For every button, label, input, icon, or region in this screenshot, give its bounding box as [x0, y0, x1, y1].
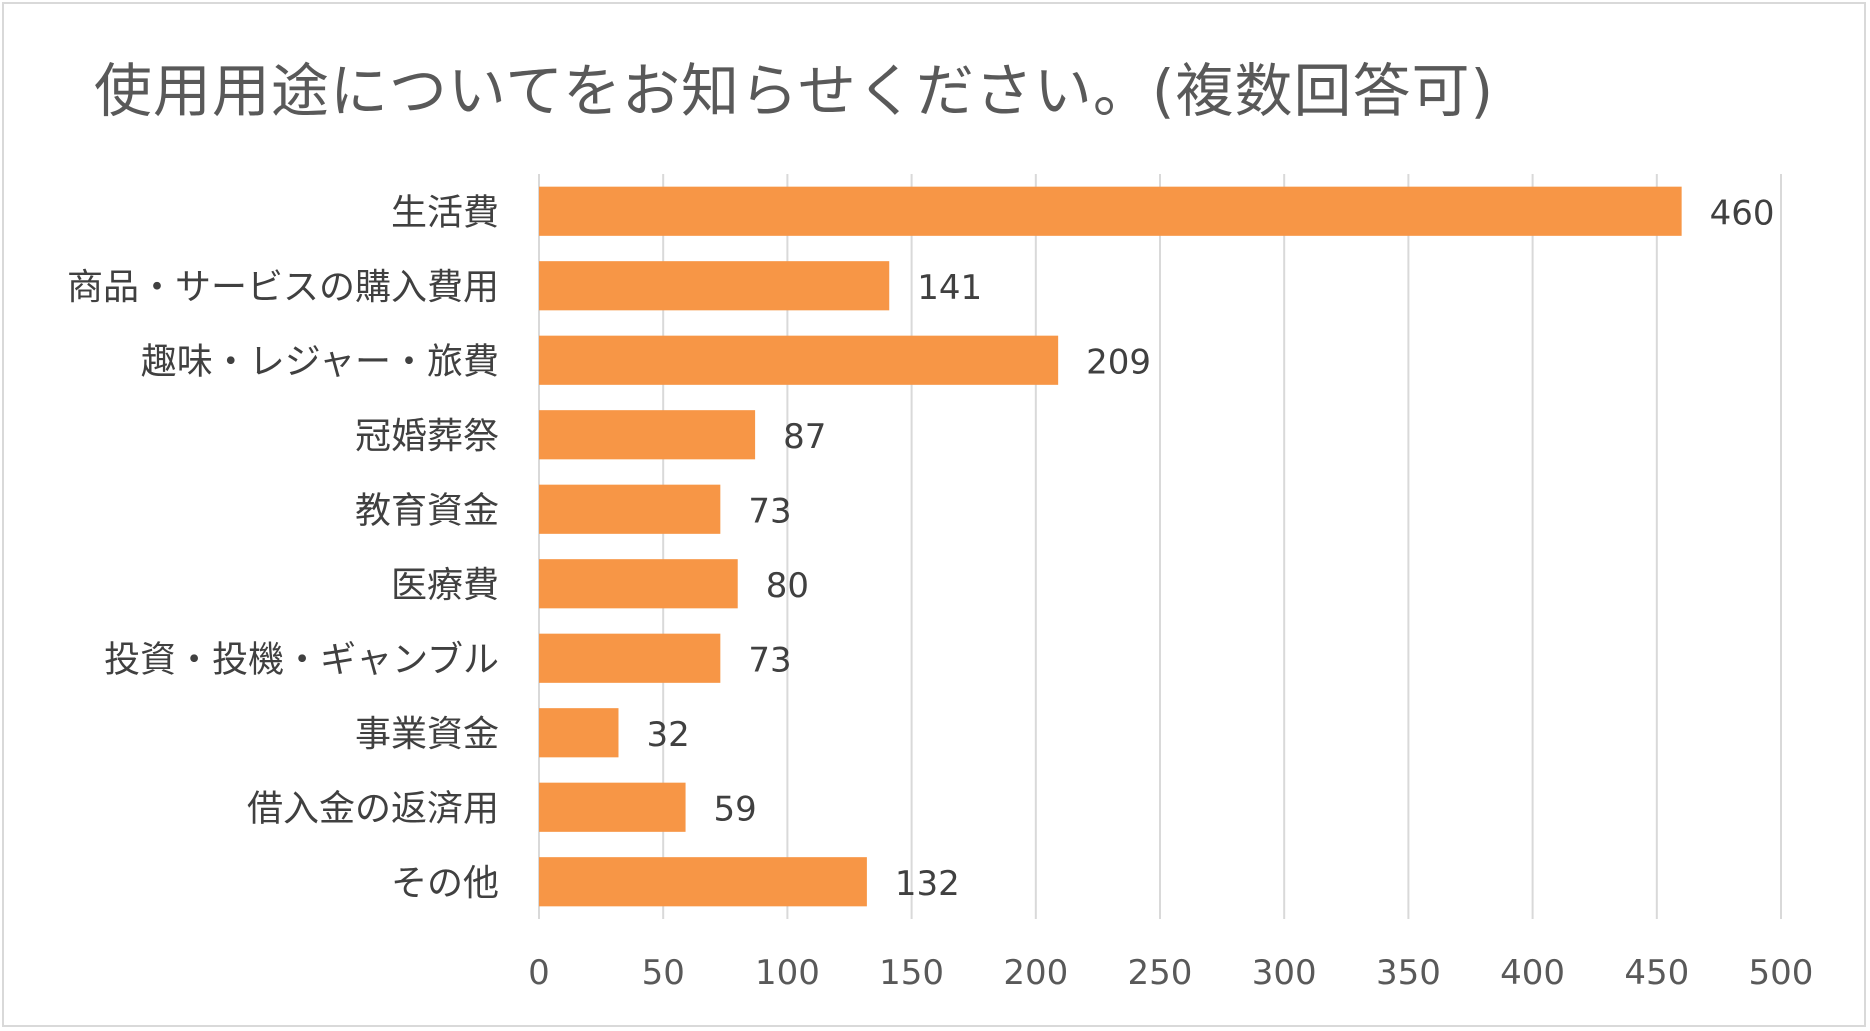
bar	[539, 633, 721, 683]
category-label: 生活費	[391, 192, 499, 233]
category-label: 趣味・レジャー・旅費	[141, 341, 499, 382]
data-label: 141	[917, 268, 982, 308]
bar	[539, 335, 1059, 385]
category-label: 借入金の返済用	[247, 788, 499, 829]
category-label: 教育資金	[355, 490, 499, 531]
bar	[539, 857, 867, 907]
x-tick-label: 250	[1128, 953, 1193, 993]
data-label: 87	[783, 417, 826, 457]
category-label: 商品・サービスの購入費用	[67, 267, 499, 308]
bar-chart: 0 50 100 150 200 250 300 350 400 450 500 生活費 460 商品・サ…	[67, 174, 1813, 993]
data-label: 460	[1710, 193, 1775, 233]
bar	[539, 410, 756, 460]
category-label: 事業資金	[355, 714, 499, 755]
x-tick-label: 450	[1624, 953, 1689, 993]
x-tick-label: 400	[1500, 953, 1565, 993]
data-label: 209	[1086, 342, 1151, 382]
bar	[539, 708, 619, 758]
data-label: 132	[895, 864, 960, 904]
labels: 0 50 100 150 200 250 300 350 400 450 500 生活費 460 商品・サ…	[67, 192, 1813, 993]
data-label: 59	[714, 789, 757, 829]
data-label: 73	[748, 640, 791, 680]
category-label: その他	[391, 863, 499, 904]
x-tick-label: 200	[1003, 953, 1068, 993]
x-tick-label: 500	[1749, 953, 1814, 993]
bar	[539, 186, 1682, 236]
x-tick-label: 100	[755, 953, 820, 993]
data-label: 80	[766, 566, 809, 606]
x-tick-label: 50	[642, 953, 685, 993]
bars	[539, 186, 1682, 907]
bar	[539, 484, 721, 534]
category-label: 投資・投機・ギャンブル	[104, 639, 499, 680]
data-label: 32	[646, 715, 689, 755]
x-tick-label: 0	[528, 953, 550, 993]
bar	[539, 261, 890, 311]
x-tick-label: 350	[1376, 953, 1441, 993]
category-label: 冠婚葬祭	[355, 416, 499, 457]
x-tick-label: 300	[1252, 953, 1317, 993]
category-label: 医療費	[391, 565, 499, 606]
bar	[539, 782, 686, 832]
chart-title: 使用用途についてをお知らせください。(複数回答可)	[93, 57, 1495, 125]
bar	[539, 559, 738, 609]
x-tick-label: 150	[879, 953, 944, 993]
data-label: 73	[748, 491, 791, 531]
